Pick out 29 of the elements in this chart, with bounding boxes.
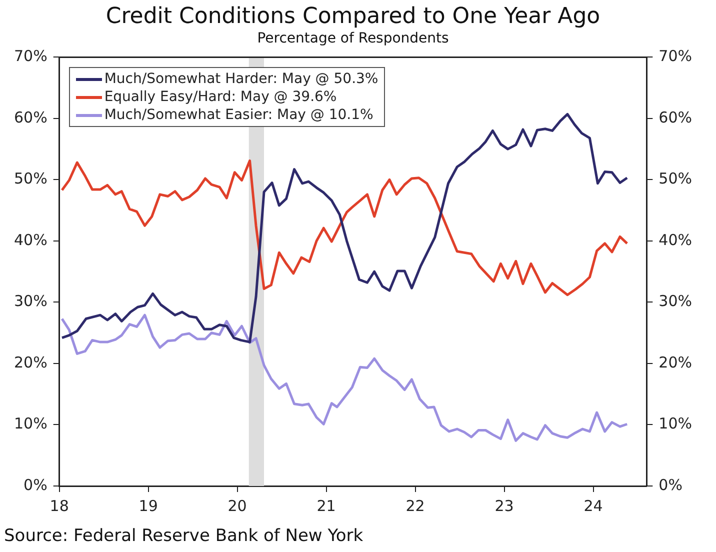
y-tick-label: 0%: [24, 476, 48, 494]
y2-tick-label: 60%: [658, 108, 692, 126]
y-tick-label: 70%: [14, 47, 48, 66]
y2-tick-label: 70%: [658, 47, 692, 66]
x-tick-label: 24: [584, 496, 603, 515]
y2-tick-label: 30%: [658, 292, 692, 310]
y-tick-label: 50%: [14, 170, 48, 188]
y2-tick-label: 10%: [658, 414, 692, 433]
x-tick-label: 20: [228, 496, 247, 515]
chart-subtitle: Percentage of Respondents: [257, 30, 449, 46]
y-tick-label: 60%: [14, 108, 48, 126]
legend-label: Much/Somewhat Harder: May @ 50.3%: [104, 70, 378, 88]
x-tick-label: 21: [316, 496, 336, 515]
chart-title: Credit Conditions Compared to One Year Ago: [106, 4, 600, 29]
y-tick-label: 10%: [14, 414, 48, 433]
x-tick-label: 19: [138, 496, 158, 515]
x-tick-label: 22: [406, 496, 425, 515]
x-tick-label: 18: [50, 496, 69, 515]
y2-tick-label: 0%: [658, 476, 682, 494]
y-tick-label: 30%: [14, 292, 48, 310]
y2-tick-label: 40%: [658, 230, 692, 249]
y2-tick-label: 50%: [658, 170, 692, 188]
legend-label: Much/Somewhat Easier: May @ 10.1%: [104, 106, 374, 124]
x-tick-label: 23: [494, 496, 514, 515]
y2-tick-label: 20%: [658, 353, 692, 372]
legend-label: Equally Easy/Hard: May @ 39.6%: [104, 88, 337, 106]
source-note: Source: Federal Reserve Bank of New York: [4, 526, 364, 546]
y-tick-label: 20%: [14, 353, 48, 372]
y-tick-label: 40%: [14, 230, 48, 249]
